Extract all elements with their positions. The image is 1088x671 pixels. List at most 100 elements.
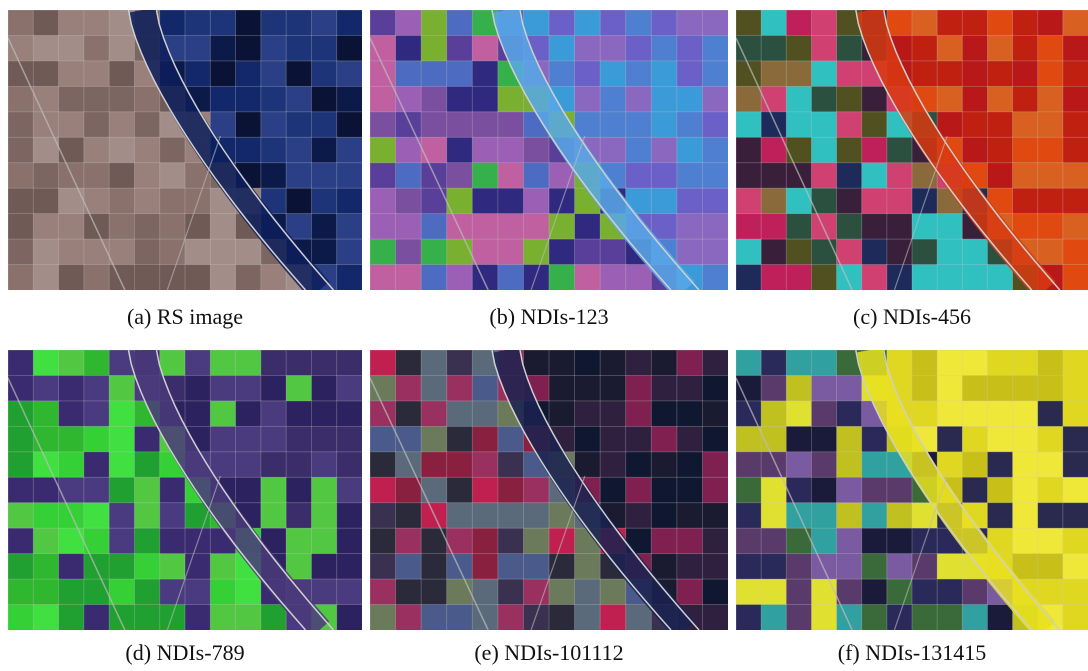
field-tile xyxy=(702,60,728,88)
field-tile xyxy=(676,162,704,190)
field-tile xyxy=(676,451,704,479)
field-tile xyxy=(83,10,111,37)
field-tile xyxy=(159,162,186,190)
field-tile xyxy=(886,10,913,37)
field-tile xyxy=(1012,162,1039,190)
field-tile xyxy=(1037,425,1064,453)
field-tile xyxy=(260,35,288,62)
field-tile xyxy=(736,213,763,240)
field-tile xyxy=(336,10,362,37)
field-tile xyxy=(420,85,448,113)
field-tile xyxy=(395,400,423,428)
field-tile xyxy=(497,111,525,139)
field-tile xyxy=(625,60,653,88)
field-tile xyxy=(446,264,474,290)
field-tile xyxy=(32,527,60,555)
field-tile xyxy=(523,476,550,504)
field-tile xyxy=(836,476,863,504)
field-tile xyxy=(370,553,397,580)
field-tile xyxy=(911,35,939,62)
field-tile xyxy=(497,476,525,504)
field-tile xyxy=(523,10,550,37)
field-tile xyxy=(497,553,525,580)
field-tile xyxy=(497,187,525,215)
field-tile xyxy=(523,502,550,530)
field-tile xyxy=(574,85,602,113)
field-tile xyxy=(760,238,788,266)
field-tile xyxy=(911,10,939,37)
road xyxy=(166,135,221,290)
field-tile xyxy=(420,213,448,240)
field-tile xyxy=(702,264,728,290)
field-tile xyxy=(395,111,423,139)
field-tile xyxy=(209,425,237,453)
field-tile xyxy=(961,136,989,164)
road xyxy=(736,377,853,630)
field-tile xyxy=(1012,350,1039,377)
field-tile xyxy=(83,502,111,530)
field-tile xyxy=(760,111,788,139)
field-tile xyxy=(395,476,423,504)
field-tile xyxy=(861,187,888,215)
road xyxy=(166,475,221,630)
field-tile xyxy=(1062,162,1088,190)
field-tile xyxy=(625,264,653,290)
field-tile xyxy=(1062,400,1088,428)
canal xyxy=(493,350,695,630)
field-tile xyxy=(471,85,499,113)
field-tile xyxy=(471,187,499,215)
field-tile xyxy=(1012,553,1039,580)
field-tile xyxy=(336,400,362,428)
field-tile xyxy=(235,451,262,479)
field-tile xyxy=(395,425,423,453)
field-tile xyxy=(702,476,728,504)
canal-edge xyxy=(883,350,1061,630)
field-tile xyxy=(8,527,35,555)
field-tile xyxy=(523,350,550,377)
field-tile xyxy=(650,136,678,164)
field-tile xyxy=(760,578,788,606)
field-tile xyxy=(811,213,838,240)
field-tile xyxy=(58,350,85,377)
field-tile xyxy=(523,136,550,164)
canal xyxy=(129,350,330,630)
field-tile xyxy=(676,213,704,240)
field-tile xyxy=(370,35,397,62)
field-tile xyxy=(836,60,863,88)
field-tile xyxy=(961,578,989,606)
field-tile xyxy=(446,136,474,164)
field-tile xyxy=(599,85,627,113)
field-tile xyxy=(760,375,788,402)
field-tile xyxy=(625,162,653,190)
field-tile xyxy=(836,502,863,530)
field-tile xyxy=(1012,111,1039,139)
field-tile xyxy=(83,264,111,290)
caption: (d) NDIs-789 xyxy=(125,640,245,665)
field-tile xyxy=(574,451,602,479)
field-tile xyxy=(159,264,186,290)
field-tile xyxy=(811,136,838,164)
field-tile xyxy=(83,350,111,377)
panel-image xyxy=(736,10,1088,290)
field-tile xyxy=(702,187,728,215)
panel-image xyxy=(370,350,728,630)
field-tile xyxy=(987,264,1014,290)
field-tile xyxy=(785,60,813,88)
field-tile xyxy=(987,476,1014,504)
field-tile xyxy=(785,451,813,479)
field-tile xyxy=(1037,187,1064,215)
field-tile xyxy=(209,451,237,479)
field-tile xyxy=(1012,35,1039,62)
field-tile xyxy=(370,264,397,290)
field-tile xyxy=(811,375,838,402)
field-tile xyxy=(260,10,288,37)
field-tile xyxy=(987,400,1014,428)
field-tile xyxy=(134,502,161,530)
road xyxy=(530,135,586,290)
field-tile xyxy=(736,264,763,290)
field-tile xyxy=(987,10,1014,37)
field-tile xyxy=(625,35,653,62)
field-tile xyxy=(260,400,288,428)
field-tile xyxy=(574,10,602,37)
field-tile xyxy=(736,375,763,402)
